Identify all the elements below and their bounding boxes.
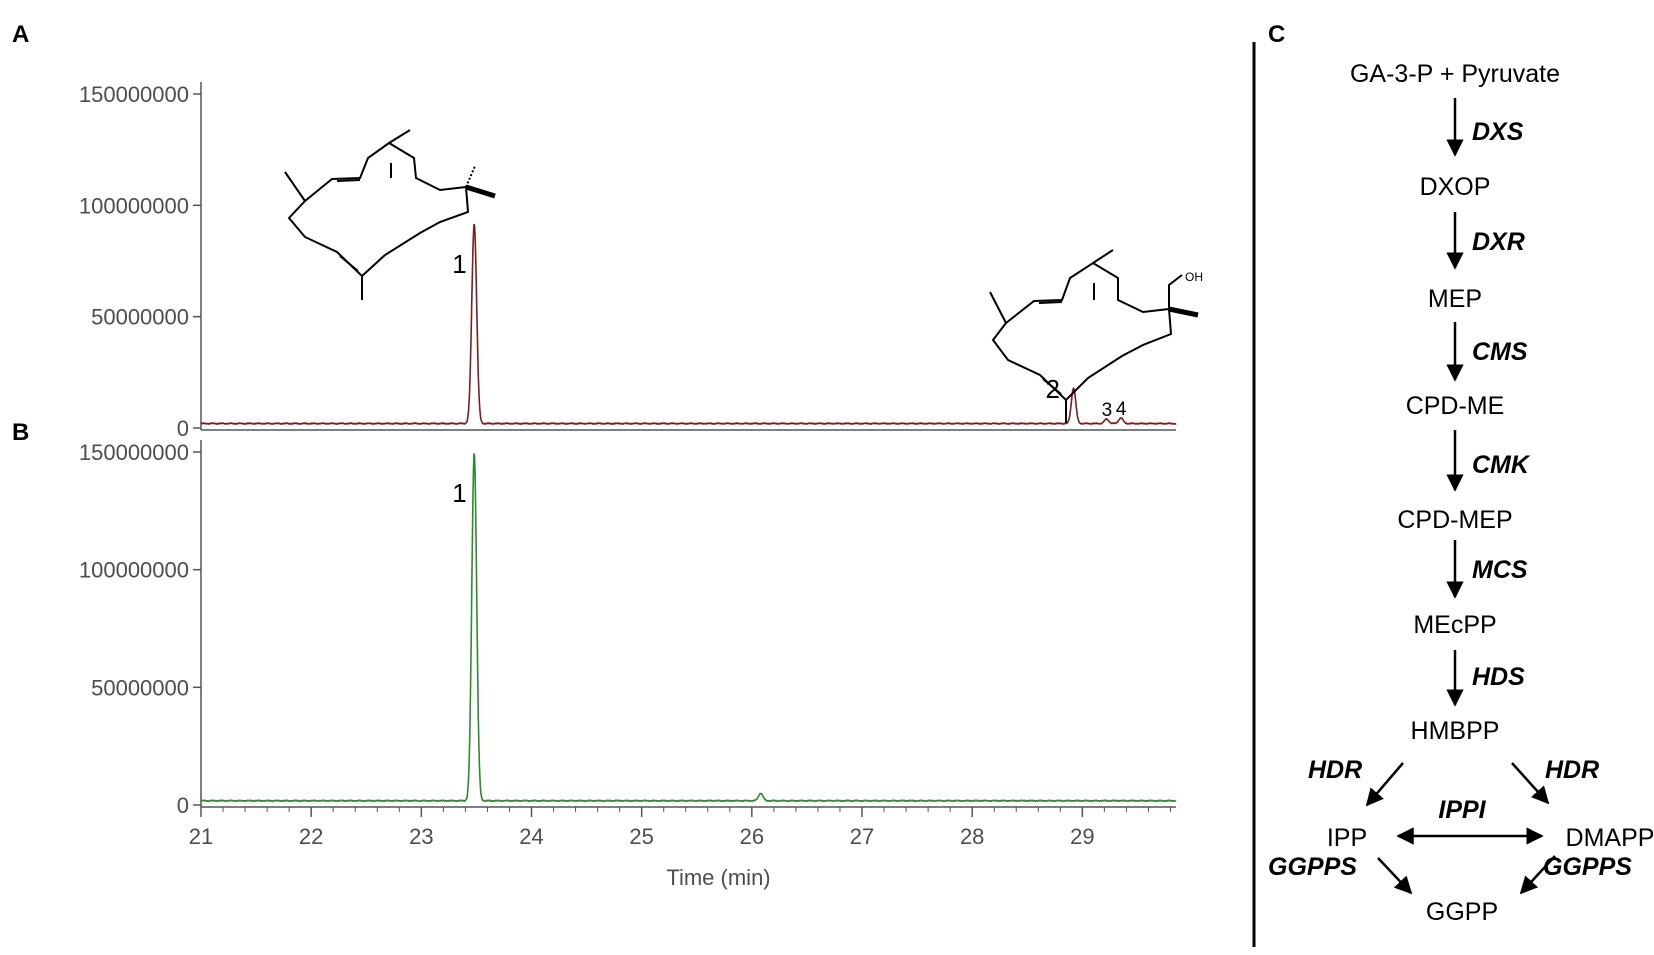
enzyme-dxs: DXS — [1472, 118, 1524, 146]
trace-b — [200, 453, 1177, 803]
y-tick-label: 50000000 — [91, 305, 189, 330]
enzyme-cmk: CMK — [1472, 451, 1531, 479]
enzyme-ggpps-right: GGPPS — [1543, 853, 1632, 881]
chromatogram-b: 0 50000000 100000000 150000000 1 21 22 23 24 25… — [79, 440, 1177, 890]
chromatogram-a: 0 50000000 100000000 150000000 1 2 3 4 — [79, 82, 1203, 441]
y-axis-b: 0 50000000 100000000 150000000 — [79, 440, 1176, 818]
trace-a — [200, 223, 1177, 426]
metabolite-dxop: DXOP — [1420, 173, 1491, 201]
x-tick-label: 28 — [960, 824, 984, 849]
arrow-ggpps-right — [1519, 855, 1556, 895]
metabolite-mecpp: MEcPP — [1413, 611, 1496, 639]
x-tick-label: 22 — [299, 824, 323, 849]
enzyme-ggpps-left: GGPPS — [1268, 853, 1357, 881]
x-axis-label: Time (min) — [666, 865, 770, 890]
peak-label-1: 1 — [452, 478, 466, 508]
molecule-2-structure — [989, 249, 1199, 423]
y-tick-label: 100000000 — [79, 558, 189, 583]
x-tick-label: 25 — [629, 824, 653, 849]
x-tick-label: 21 — [189, 824, 213, 849]
hydroxyl-label: OH — [1185, 270, 1203, 284]
metabolite-mep: MEP — [1428, 285, 1482, 313]
molecule-1-structure — [284, 129, 496, 300]
enzyme-hdr-right: HDR — [1545, 756, 1599, 784]
metabolite-ggpp: GGPP — [1426, 898, 1498, 926]
arrow-hdr-right — [1511, 762, 1550, 805]
arrow-ggpps-left — [1377, 857, 1413, 895]
y-tick-label: 0 — [177, 793, 189, 818]
panel-label-c: C — [1268, 21, 1285, 48]
enzyme-mcs: MCS — [1472, 556, 1528, 584]
arrow-hdr-left — [1365, 762, 1404, 807]
metabolite-cpd-me: CPD-ME — [1406, 392, 1505, 420]
peak-labels-a: 1 2 3 4 — [452, 249, 1127, 421]
x-tick-label: 26 — [740, 824, 764, 849]
y-tick-label: 100000000 — [79, 193, 189, 218]
x-axis: 21 22 23 24 25 26 27 28 29 — [189, 807, 1171, 849]
panel-label-b: B — [12, 419, 29, 446]
y-tick-label: 150000000 — [79, 82, 189, 107]
y-tick-label: 0 — [177, 416, 189, 441]
peak-label-2: 2 — [1046, 374, 1060, 404]
y-tick-label: 150000000 — [79, 440, 189, 465]
enzyme-hds: HDS — [1472, 663, 1525, 691]
metabolite-cpd-mep: CPD-MEP — [1397, 506, 1512, 534]
enzyme-dxr: DXR — [1472, 228, 1525, 256]
peak-label-4: 4 — [1116, 399, 1127, 420]
panel-label-a: A — [12, 21, 29, 48]
y-axis-a: 0 50000000 100000000 150000000 — [79, 82, 1176, 441]
enzyme-ippi: IPPI — [1438, 796, 1486, 824]
mep-pathway: GA-3-P + Pyruvate DXOP MEP CPD-ME CPD-ME… — [1268, 60, 1654, 926]
peak-label-1: 1 — [452, 249, 466, 279]
metabolite-ipp: IPP — [1327, 824, 1367, 852]
metabolite-ga3p-pyruvate: GA-3-P + Pyruvate — [1350, 60, 1560, 88]
peak-label-3: 3 — [1102, 400, 1113, 421]
metabolite-hmbpp: HMBPP — [1411, 717, 1500, 745]
x-tick-label: 24 — [519, 824, 543, 849]
enzyme-cms: CMS — [1472, 338, 1528, 366]
metabolite-dmapp: DMAPP — [1566, 824, 1654, 852]
x-tick-label: 29 — [1070, 824, 1094, 849]
y-tick-label: 50000000 — [91, 675, 189, 700]
enzyme-hdr-left: HDR — [1308, 756, 1362, 784]
x-tick-label: 27 — [850, 824, 874, 849]
x-tick-label: 23 — [409, 824, 433, 849]
peak-labels-b: 1 — [452, 478, 466, 508]
